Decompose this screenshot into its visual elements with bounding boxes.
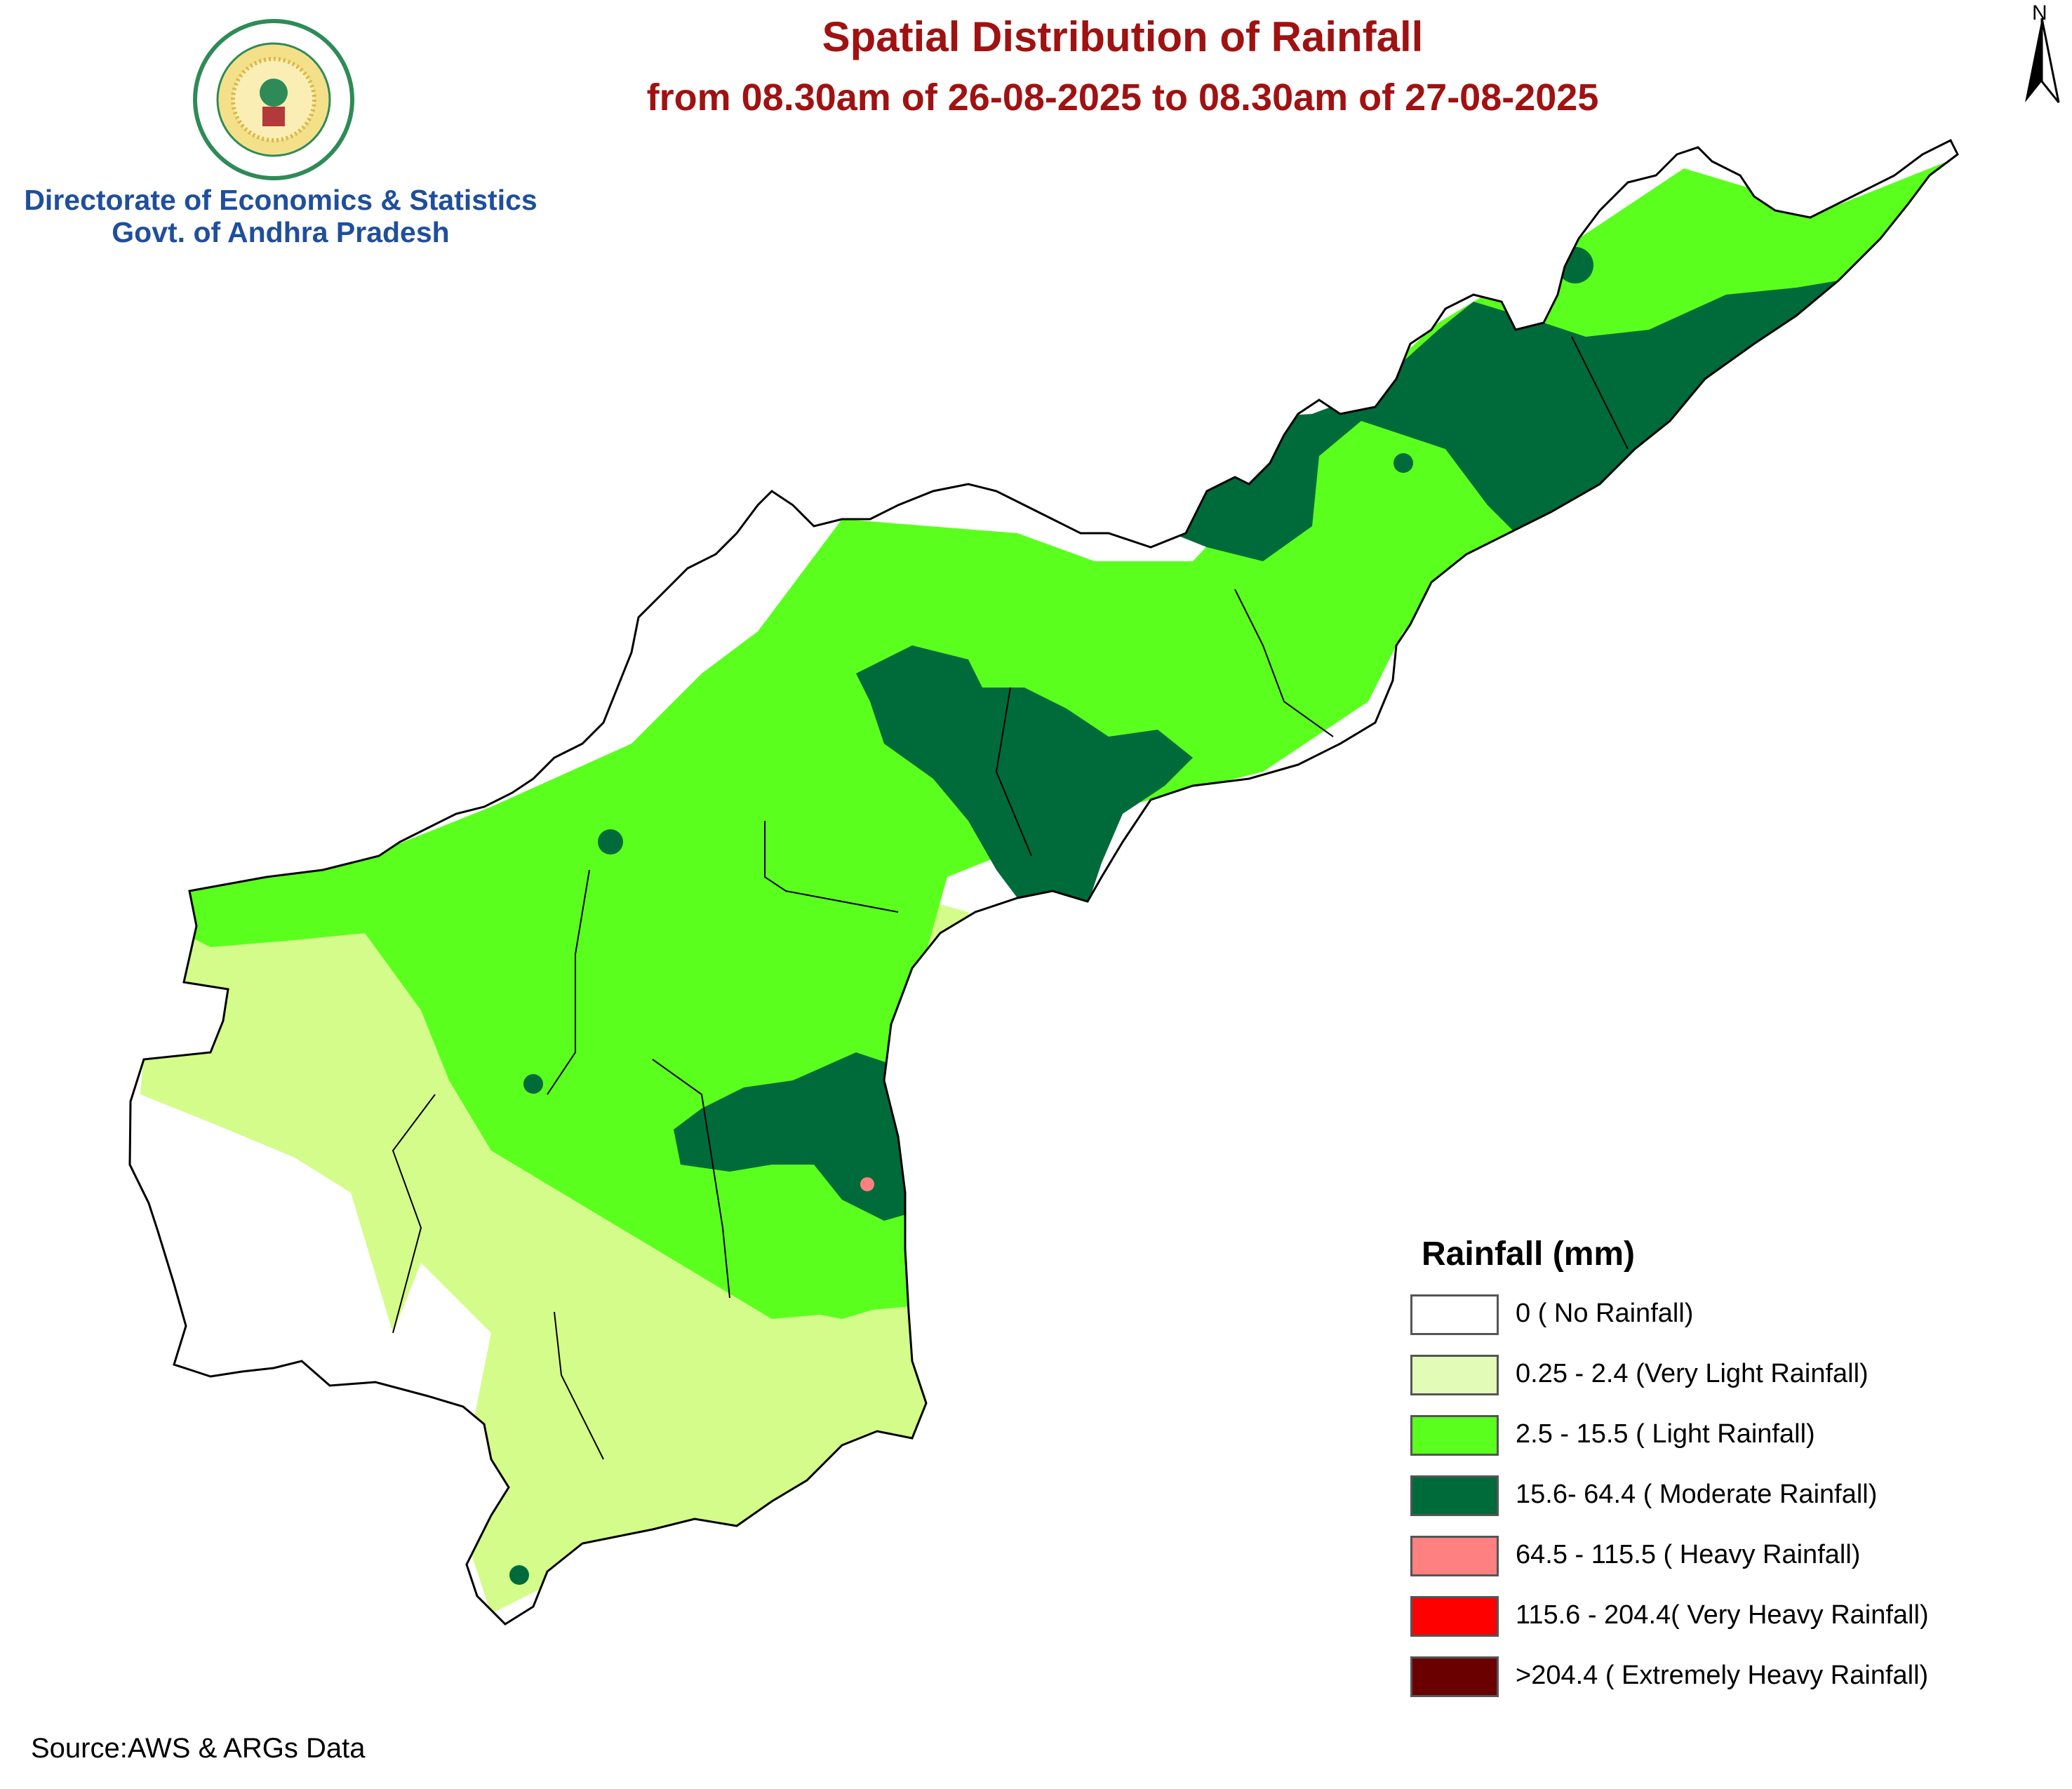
legend-label: 15.6- 64.4 ( Moderate Rainfall)	[1516, 1480, 1878, 1509]
organization-name: Directorate of Economics & Statistics	[24, 184, 537, 216]
zone-moderate-spot	[1393, 453, 1413, 473]
north-arrow-icon	[2025, 18, 2060, 103]
legend-item: 15.6- 64.4 ( Moderate Rainfall)	[1410, 1475, 2042, 1536]
legend-item: 0.25 - 2.4 (Very Light Rainfall)	[1410, 1355, 2042, 1415]
source-note: Source:AWS & ARGs Data	[31, 1733, 366, 1764]
legend-swatch	[1410, 1415, 1499, 1456]
legend-item: 2.5 - 15.5 ( Light Rainfall)	[1410, 1415, 2042, 1475]
zone-moderate-rainfall-north	[1067, 281, 1838, 561]
zone-moderate-spot	[598, 829, 623, 855]
zone-moderate-spot	[523, 1074, 543, 1094]
legend: Rainfall (mm) 0 ( No Rainfall) 0.25 - 2.…	[1410, 1235, 2042, 1717]
zone-moderate-rainfall-coast	[674, 1052, 912, 1221]
map-title: Spatial Distribution of Rainfall	[822, 13, 1424, 60]
zone-moderate-rainfall-central	[856, 645, 1193, 926]
legend-label: 2.5 - 15.5 ( Light Rainfall)	[1516, 1419, 1815, 1449]
legend-swatch	[1410, 1656, 1499, 1697]
legend-swatch	[1410, 1355, 1499, 1395]
zone-moderate-spot	[509, 1565, 529, 1585]
government-emblem-seal	[193, 19, 354, 180]
district-boundaries	[392, 336, 1629, 1460]
legend-swatch	[1410, 1294, 1499, 1335]
legend-label: 0.25 - 2.4 (Very Light Rainfall)	[1516, 1359, 1869, 1388]
legend-item: 64.5 - 115.5 ( Heavy Rainfall)	[1410, 1536, 2042, 1596]
legend-label: 64.5 - 115.5 ( Heavy Rainfall)	[1516, 1540, 1861, 1569]
legend-title: Rainfall (mm)	[1422, 1235, 1636, 1273]
legend-item: 0 ( No Rainfall)	[1410, 1294, 2042, 1355]
zone-heavy-rainfall-spot	[860, 1177, 874, 1191]
legend-swatch	[1410, 1596, 1499, 1637]
map-subtitle: from 08.30am of 26-08-2025 to 08.30am of…	[646, 76, 1599, 119]
legend-item: 115.6 - 204.4( Very Heavy Rainfall)	[1410, 1596, 2042, 1656]
legend-label: 0 ( No Rainfall)	[1516, 1299, 1694, 1328]
legend-swatch	[1410, 1475, 1499, 1516]
organization-government: Govt. of Andhra Pradesh	[112, 216, 450, 248]
north-label: N	[2032, 1, 2047, 25]
legend-item: >204.4 ( Extremely Heavy Rainfall)	[1410, 1656, 2042, 1717]
legend-swatch	[1410, 1536, 1499, 1576]
legend-label: >204.4 ( Extremely Heavy Rainfall)	[1516, 1661, 1929, 1690]
legend-label: 115.6 - 204.4( Very Heavy Rainfall)	[1516, 1600, 1929, 1630]
